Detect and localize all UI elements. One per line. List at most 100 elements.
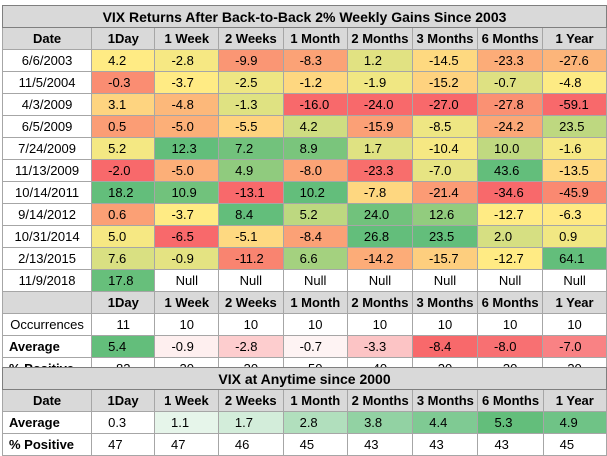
return-cell: -1.2 (282, 71, 348, 94)
row-date: 7/24/2009 (1, 137, 93, 160)
column-header: 1 Month (282, 27, 348, 50)
return-cell: -10.4 (411, 137, 479, 160)
table-row: 11/9/2018 17.8 Null Null Null Null Null Null Nul… (1, 269, 607, 292)
return-cell: -3.7 (154, 203, 220, 226)
row-date: 11/5/2004 (1, 71, 93, 94)
return-cell: 0.5 (91, 115, 156, 138)
return-cell: -9.9 (218, 49, 284, 72)
return-cell: 6.6 (282, 247, 348, 270)
return-cell: -24.2 (477, 115, 544, 138)
row-date: 2/13/2015 (1, 247, 93, 270)
table-row: 10/14/2011 18.2 10.9 -13.1 10.2 -7.8 -21.4 -34.… (1, 181, 607, 204)
summary-cell: 10 (218, 313, 284, 336)
return-cell: -59.1 (542, 93, 607, 116)
column-header: 1Day (91, 27, 156, 50)
return-cell: 5.2 (91, 137, 156, 160)
summary-cell: 43 (347, 433, 414, 456)
return-cell: -2.8 (154, 49, 220, 72)
summary-cell: 1.7 (217, 411, 284, 434)
return-cell: 4.2 (91, 49, 156, 72)
return-cell: 0.9 (542, 225, 607, 248)
column-header: 1 Month (282, 291, 348, 314)
summary-cell: 10 (542, 313, 607, 336)
return-cell: 24.0 (346, 203, 413, 226)
return-cell: -11.2 (218, 247, 284, 270)
summary-cell: -0.9 (154, 335, 220, 358)
return-cell: -2.5 (218, 71, 284, 94)
summary-cell: 10 (282, 313, 348, 336)
return-cell: -14.5 (411, 49, 479, 72)
summary-cell: 2.8 (282, 411, 349, 434)
summary-row: Average 0.3 1.1 1.7 2.8 3.8 4.4 5.3 4.9 (1, 411, 607, 434)
summary-cell: -8.4 (411, 335, 479, 358)
return-cell: -5.1 (218, 225, 284, 248)
return-cell: 17.8 (91, 269, 156, 292)
summary-row: Occurrences 11 10 10 10 10 10 10 10 (1, 313, 607, 336)
return-cell: -12.7 (477, 203, 544, 226)
return-cell: 64.1 (542, 247, 607, 270)
return-cell: 12.6 (411, 203, 479, 226)
return-cell: -34.6 (477, 181, 544, 204)
summary-cell: 3.8 (347, 411, 414, 434)
return-cell: 8.4 (218, 203, 284, 226)
table-row: 6/6/2003 4.2 -2.8 -9.9 -8.3 1.2 -14.5 -23.3 -27.… (1, 49, 607, 72)
return-cell: -24.0 (346, 93, 413, 116)
column-header: 1 Week (154, 27, 220, 50)
return-cell: 18.2 (91, 181, 156, 204)
column-header: Date (1, 27, 93, 50)
summary-cell: -0.7 (282, 335, 348, 358)
return-cell: -1.3 (218, 93, 284, 116)
return-cell: Null (282, 269, 348, 292)
summary-cell: 4.4 (412, 411, 479, 434)
return-cell: -8.4 (282, 225, 348, 248)
column-header: 1Day (91, 389, 155, 412)
table-row: 11/5/2004 -0.3 -3.7 -2.5 -1.2 -1.9 -15.2 -0.7 -4… (1, 71, 607, 94)
return-cell: -21.4 (411, 181, 479, 204)
return-cell: -8.3 (282, 49, 348, 72)
return-cell: -1.9 (346, 71, 413, 94)
return-cell: -23.3 (346, 159, 413, 182)
return-cell: 1.7 (346, 137, 413, 160)
table-row: 6/5/2009 0.5 -5.0 -5.5 4.2 -15.9 -8.5 -24.2 23.5 (1, 115, 607, 138)
blank-cell (1, 291, 93, 314)
return-cell: -14.2 (346, 247, 413, 270)
summary-cell: 43 (412, 433, 479, 456)
table-title: VIX Returns After Back-to-Back 2% Weekly… (2, 5, 607, 28)
return-cell: Null (411, 269, 479, 292)
return-cell: 23.5 (542, 115, 607, 138)
summary-cell: 47 (91, 433, 155, 456)
column-header: 2 Weeks (218, 291, 284, 314)
row-label: % Positive (1, 433, 93, 456)
summary-cell: 5.4 (91, 335, 156, 358)
column-header: 1 Year (542, 291, 607, 314)
return-cell: -27.6 (542, 49, 607, 72)
table-row: 2/13/2015 7.6 -0.9 -11.2 6.6 -14.2 -15.7 -12.7 6… (1, 247, 607, 270)
row-label: Average (1, 335, 93, 358)
return-cell: -1.6 (542, 137, 607, 160)
table-row: 7/24/2009 5.2 12.3 7.2 8.9 1.7 -10.4 10.0 -1.6 (1, 137, 607, 160)
summary-cell: 10 (346, 313, 413, 336)
column-header: 2 Weeks (218, 27, 284, 50)
table-row: 4/3/2009 3.1 -4.8 -1.3 -16.0 -24.0 -27.0 -27.8-… (1, 93, 607, 116)
table-title: VIX at Anytime since 2000 (2, 367, 607, 390)
return-cell: -8.0 (282, 159, 348, 182)
column-header: 1Day (91, 291, 156, 314)
return-cell: Null (542, 269, 607, 292)
return-cell: 23.5 (411, 225, 479, 248)
vix-anytime-table: VIX at Anytime since 2000 Date 1Day 1 Week… (1, 367, 607, 456)
return-cell: 8.9 (282, 137, 348, 160)
return-cell: -6.5 (154, 225, 220, 248)
return-cell: 2.0 (477, 225, 544, 248)
summary-cell: 10 (477, 313, 544, 336)
return-cell: -4.8 (542, 71, 607, 94)
return-cell: -5.0 (154, 115, 220, 138)
return-cell: -16.0 (282, 93, 348, 116)
return-cell: 4.9 (218, 159, 284, 182)
return-cell: 5.2 (282, 203, 348, 226)
column-header: 3 Months (411, 291, 479, 314)
column-header: 1 Year (542, 27, 607, 50)
column-header: 1 Month (282, 389, 349, 412)
return-cell: -15.2 (411, 71, 479, 94)
return-cell: 7.6 (91, 247, 156, 270)
row-date: 4/3/2009 (1, 93, 93, 116)
